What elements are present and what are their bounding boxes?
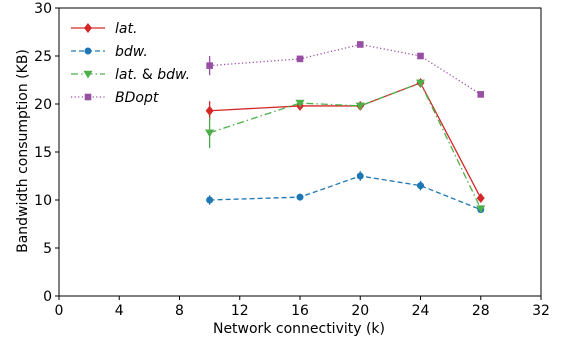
legend-label: lat. — [115, 21, 137, 37]
legend-label: lat. & bdw. — [115, 67, 190, 83]
data-point — [415, 79, 426, 88]
data-point — [205, 105, 214, 116]
y-tick-label: 10 — [34, 193, 52, 209]
series-lat-bdw — [205, 79, 486, 214]
data-point — [355, 102, 365, 111]
y-axis-label: Bandwidth consumption (KB) — [15, 49, 31, 253]
series-layer — [205, 41, 486, 214]
y-tick-label: 0 — [43, 289, 52, 305]
y-tick-label: 25 — [34, 49, 52, 65]
x-tick-label: 16 — [291, 303, 309, 319]
series-bdopt — [206, 41, 485, 98]
data-point — [477, 91, 485, 98]
data-point — [476, 193, 485, 204]
y-tick-label: 15 — [34, 145, 52, 161]
x-tick-label: 32 — [532, 303, 550, 319]
data-point — [416, 182, 424, 190]
x-tick-label: 28 — [472, 303, 490, 319]
legend: lat. bdw. lat. & bdw. BDopt — [71, 21, 190, 106]
legend-marker — [84, 47, 92, 55]
data-point — [205, 129, 215, 138]
x-tick-label: 24 — [412, 303, 430, 319]
legend-marker — [84, 23, 92, 33]
data-point — [356, 41, 364, 48]
x-tick-label: 8 — [175, 303, 184, 319]
axes-layer: 0 4 8 12 16 20 24 28 32 0 5 10 15 20 25 30 — [34, 1, 550, 319]
data-point — [417, 52, 424, 60]
y-tick-label: 30 — [34, 1, 52, 17]
legend-item: lat. — [71, 21, 137, 37]
x-axis-label: Network connectivity (k) — [213, 321, 385, 337]
x-tick-label: 0 — [55, 303, 64, 319]
data-point — [476, 205, 486, 214]
legend-item: bdw. — [71, 44, 148, 60]
legend-marker — [84, 93, 92, 101]
x-tick-label: 12 — [231, 303, 249, 319]
x-tick-label: 4 — [115, 303, 124, 319]
data-point — [206, 62, 213, 69]
y-tick-label: 20 — [34, 97, 52, 113]
series-line — [209, 43, 482, 95]
data-point — [206, 196, 214, 204]
data-point — [295, 99, 305, 108]
legend-item: BDopt — [71, 90, 159, 106]
data-point — [296, 193, 304, 201]
x-tick-label: 20 — [351, 303, 369, 319]
legend-label: BDopt — [115, 90, 159, 106]
data-point — [296, 55, 304, 63]
legend-item: lat. & bdw. — [71, 67, 190, 83]
legend-label: bdw. — [115, 44, 148, 60]
y-tick-label: 5 — [43, 241, 52, 257]
legend-marker — [83, 70, 93, 79]
data-point — [356, 172, 364, 180]
